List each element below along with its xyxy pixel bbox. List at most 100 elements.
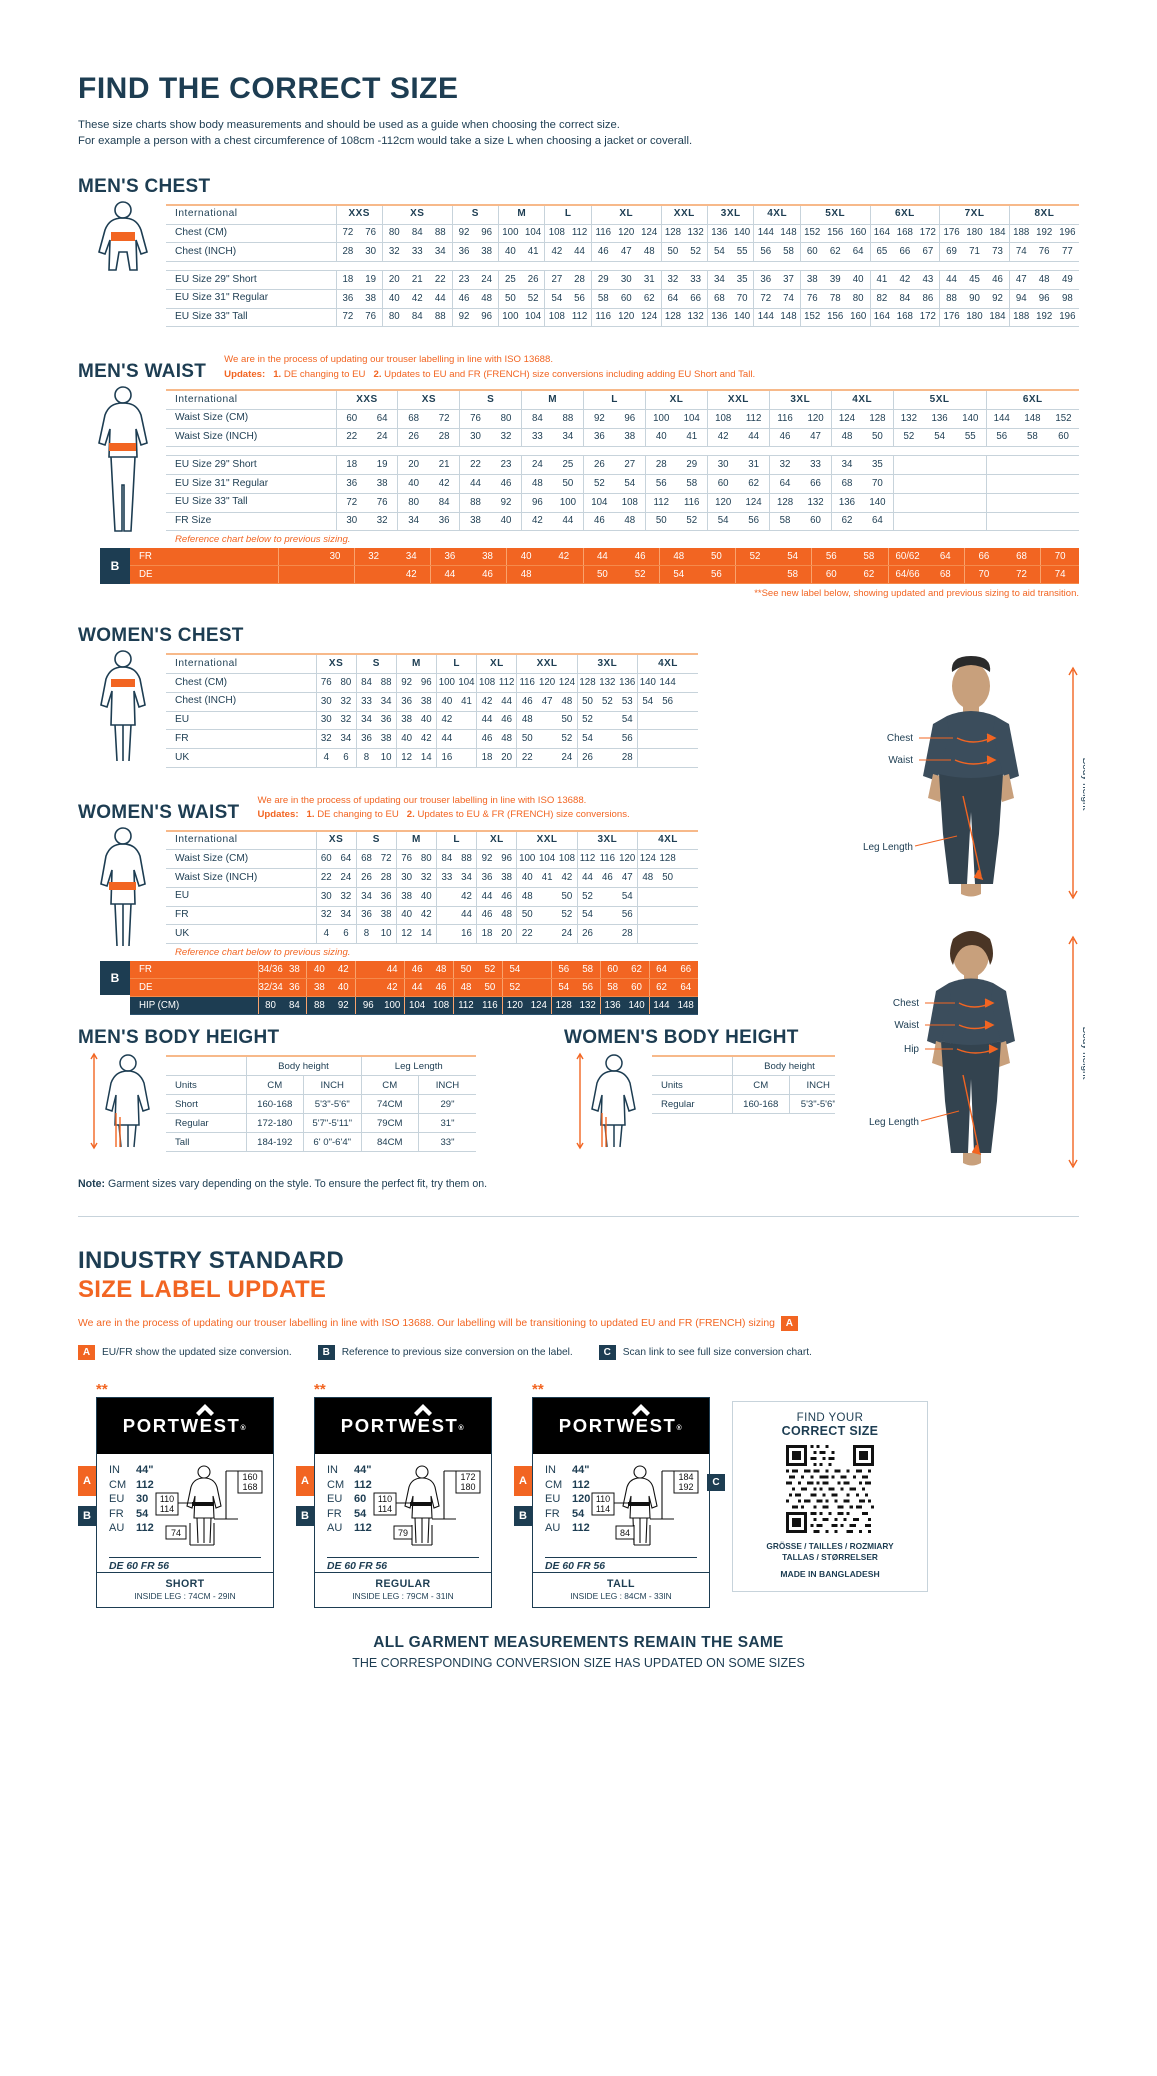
updates-label: Updates: xyxy=(224,368,266,380)
cell: 54 xyxy=(617,711,638,731)
label-detail: IN 44" CM 112 EU 120 FR 54 AU 112 xyxy=(533,1454,709,1553)
update-2-text: Updates to EU & FR (FRENCH) size convers… xyxy=(417,809,630,821)
womens-body-height-figure xyxy=(564,1052,652,1150)
womens-chest-figure xyxy=(78,650,166,768)
cell xyxy=(657,906,678,926)
cell: 34 xyxy=(706,270,731,290)
cell: 4 xyxy=(315,924,337,945)
cell: 34 xyxy=(336,906,357,926)
cell: 30 xyxy=(359,242,383,262)
table-row: HIP (CM) 80 84 88 92 96 100 104 108 112 116 120 124 1… xyxy=(130,996,698,1016)
cell: 96 xyxy=(614,409,646,429)
cell: 124 xyxy=(526,996,552,1016)
cell: 74 xyxy=(1008,242,1033,262)
cell xyxy=(597,748,618,768)
cell xyxy=(636,887,658,907)
cell: 36 xyxy=(451,242,476,262)
cell: 38 xyxy=(395,711,417,731)
male-chest-label: Chest xyxy=(887,733,913,744)
cell: 72 xyxy=(428,409,460,429)
spec-value: 30 xyxy=(136,1493,149,1506)
cell: 80 xyxy=(416,849,437,870)
chest-box-val-2: 114 xyxy=(596,1504,610,1514)
qr-card[interactable]: C FIND YOUR CORRECT SIZE xyxy=(707,1401,928,1593)
male-body-height-label: Body height xyxy=(1080,758,1085,811)
womens-chest-header-row: International XS S M L XL XXL 3XL 4XL xyxy=(166,654,698,675)
cell: 55 xyxy=(955,428,987,448)
cell: 112 xyxy=(738,409,770,429)
cell: 56 xyxy=(753,242,778,262)
legend-c-text: Scan link to see full size conversion ch… xyxy=(622,1347,812,1359)
size-header-l: L xyxy=(583,390,646,410)
cell xyxy=(892,512,987,532)
cell: 33 xyxy=(684,270,708,290)
cell: 52 xyxy=(621,565,660,585)
cell: 72 xyxy=(335,308,360,328)
cell: 21 xyxy=(428,455,460,476)
cell: 54 xyxy=(544,289,569,309)
qr-lang-line-1: GRÖSSE / TAILLES / ROZMIARY xyxy=(766,1541,894,1552)
cell xyxy=(277,565,317,585)
mens-waist-star-note: **See new label below, showing updated a… xyxy=(754,588,1079,600)
cell: 124 xyxy=(637,308,662,328)
chest-measure-band xyxy=(111,231,135,241)
cell: 100 xyxy=(380,996,405,1016)
cell: 18 xyxy=(335,455,367,476)
badge-b-womens-waist: B xyxy=(100,961,130,996)
cell: 23 xyxy=(490,455,522,476)
cell: 36 xyxy=(282,978,307,998)
height-box-val-2: 168 xyxy=(242,1482,257,1492)
cell: 90 xyxy=(962,289,987,309)
spec-row: FR 54 xyxy=(109,1507,154,1522)
cell: 30 xyxy=(315,887,337,907)
cell: 140 xyxy=(955,409,987,429)
side-chip-a: A xyxy=(296,1466,314,1497)
cell xyxy=(537,924,558,945)
size-header-5xl: 5XL xyxy=(799,204,871,225)
mbh-unit-cm: CM xyxy=(245,1075,304,1096)
cell: 58 xyxy=(768,512,801,532)
cell: 47 xyxy=(1008,270,1033,290)
cell: 50 xyxy=(516,729,538,750)
cell: 46 xyxy=(476,906,497,926)
row-label: DE xyxy=(130,978,258,998)
table-row: Waist Size (CM) 60 64 68 72 76 80 84 88 92 96 100 10… xyxy=(166,849,698,870)
row-label: Chest (INCH) xyxy=(166,242,336,262)
cell: 44 xyxy=(456,906,477,926)
cell: 68 xyxy=(926,565,965,585)
cell: 108 xyxy=(429,996,454,1016)
cell: 6' 0"-6'4" xyxy=(303,1132,361,1153)
cell: 10 xyxy=(376,924,397,945)
cell: 38 xyxy=(359,289,383,309)
cell: 40 xyxy=(506,548,545,567)
cell: 46 xyxy=(490,474,522,494)
cell: 120 xyxy=(614,308,638,328)
label-cards-row: ** A B PORTWEST® IN 44" CM 112 EU 3 xyxy=(78,1382,1079,1609)
cell: 50 xyxy=(862,428,894,448)
cell: 48 xyxy=(557,692,578,712)
cell: 100 xyxy=(645,409,677,429)
qr-code-icon[interactable] xyxy=(786,1445,874,1534)
cell: 58 xyxy=(773,565,812,585)
cell: 48 xyxy=(637,242,662,262)
mens-waist-block: International XXS XS S M L XL XXL 3XL 4X… xyxy=(78,386,1079,532)
cell: 25 xyxy=(498,270,522,290)
cell: 58 xyxy=(590,289,615,309)
cell: 36 xyxy=(753,270,778,290)
label-detail: IN 44" CM 112 EU 30 FR 54 AU 112 xyxy=(97,1454,273,1553)
cell: 62 xyxy=(738,474,770,494)
row-label: Regular xyxy=(166,1113,246,1134)
cell: 40 xyxy=(395,729,417,750)
wbh-unit-inch: INCH xyxy=(789,1075,847,1096)
cell: 120 xyxy=(800,409,832,429)
height-box-val-2: 192 xyxy=(679,1482,694,1492)
cell: 88 xyxy=(456,849,477,870)
row-label: Waist Size (CM) xyxy=(166,409,336,429)
cell: 76 xyxy=(359,308,383,328)
cell: 64 xyxy=(366,409,398,429)
label-inside-leg: INSIDE LEG : 79CM - 31IN xyxy=(352,1591,454,1602)
cell: 54 xyxy=(550,978,576,998)
spec-row: EU 60 xyxy=(327,1492,372,1507)
cell: 50 xyxy=(557,887,578,907)
cell: 74CM xyxy=(360,1094,419,1115)
